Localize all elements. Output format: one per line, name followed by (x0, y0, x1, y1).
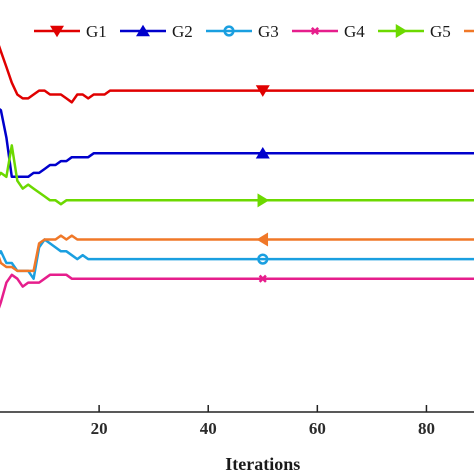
x-axis-title: Iterations (225, 454, 300, 474)
series-marker-g5 (257, 193, 270, 208)
x-axis: 20 40 60 80 (0, 405, 474, 438)
legend-item-g4: G4 (292, 22, 365, 41)
series-marker-g1 (255, 85, 270, 97)
series-marker-g2 (255, 146, 270, 159)
legend-marker-g3 (223, 25, 235, 37)
legend-marker-g2 (136, 24, 150, 37)
series-line-g5 (0, 144, 474, 206)
legend-marker-g4 (310, 26, 320, 36)
series-line-g3 (0, 238, 474, 280)
x-tick-label-80: 80 (418, 419, 435, 438)
series-marker-g3 (257, 253, 269, 265)
legend-label-g2: G2 (172, 22, 193, 41)
legend-label-g4: G4 (344, 22, 365, 41)
x-tick-label-40: 40 (200, 419, 217, 438)
legend-label-g5: G5 (430, 22, 451, 41)
legend-item-g6: G6 (464, 29, 474, 33)
series-line-g2 (0, 107, 474, 179)
series-line-g1 (0, 44, 474, 104)
x-tick-label-20: 20 (91, 419, 108, 438)
plot-area (0, 44, 474, 309)
series-line-g4 (0, 273, 474, 309)
series-line-g6 (0, 234, 474, 273)
legend-label-g1: G1 (86, 22, 107, 41)
legend-marker-g5 (395, 24, 408, 38)
series-marker-g6 (256, 232, 269, 247)
legend-label-g3: G3 (258, 22, 279, 41)
legend-item-g2: G2 (120, 22, 193, 41)
legend-item-g1: G1 (34, 22, 107, 41)
legend-item-g5: G5 (378, 22, 451, 41)
x-tick-label-60: 60 (309, 419, 326, 438)
legend-item-g3: G3 (206, 22, 279, 41)
legend: G1 G2 G3 G4 G5 G6 (12, 11, 474, 53)
series-marker-g4 (258, 274, 267, 283)
legend-marker-g1 (50, 25, 64, 38)
